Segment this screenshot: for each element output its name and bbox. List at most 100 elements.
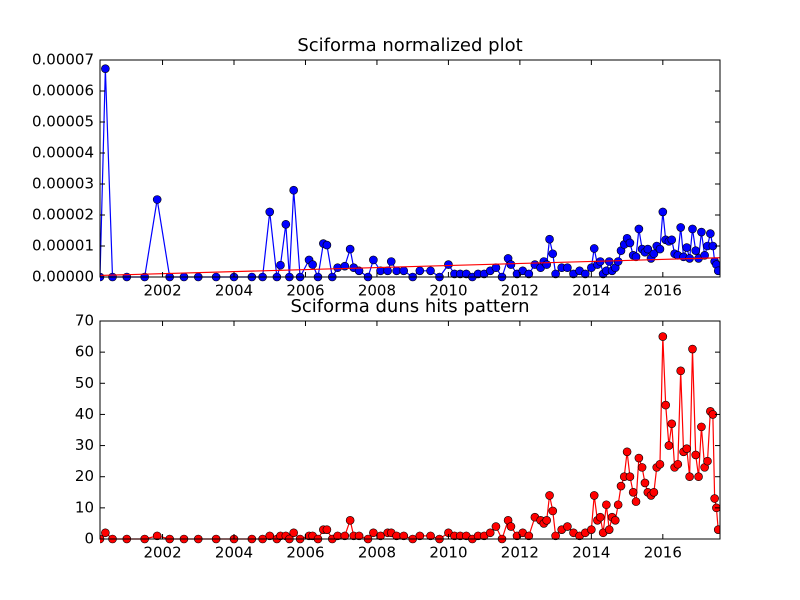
series-line <box>100 336 719 541</box>
data-point <box>664 441 674 450</box>
data-point <box>697 422 706 432</box>
data-point <box>682 444 692 453</box>
data-point <box>649 487 659 497</box>
chart-title: Sciforma normalized plot <box>297 35 522 56</box>
data-point <box>289 185 298 195</box>
x-tick-label: 2006 <box>286 282 324 300</box>
data-point <box>399 531 409 541</box>
data-point <box>580 269 590 279</box>
x-tick-label: 2016 <box>644 544 682 562</box>
plot-area <box>100 64 720 282</box>
data-point <box>673 459 683 469</box>
y-tick-label: 50 <box>75 374 94 392</box>
data-point <box>691 450 701 460</box>
data-point <box>322 525 332 534</box>
data-point <box>386 257 396 266</box>
data-point <box>345 516 355 525</box>
y-tick-label: 0.00004 <box>32 144 94 162</box>
x-tick-label: 2008 <box>358 544 396 562</box>
data-point <box>713 525 720 534</box>
y-tick-label: 10 <box>75 498 94 516</box>
data-point <box>491 263 501 273</box>
data-point <box>101 528 110 538</box>
data-point <box>444 260 453 269</box>
y-tick-label: 0.00001 <box>32 237 94 255</box>
data-point <box>710 494 719 503</box>
x-tick-label: 2004 <box>215 282 253 300</box>
data-point <box>613 500 623 510</box>
axes-frame <box>99 59 721 278</box>
data-point <box>697 227 706 237</box>
data-point <box>667 419 677 429</box>
data-point <box>688 224 697 234</box>
x-tick-label: 2014 <box>572 282 610 300</box>
data-point <box>658 207 668 217</box>
data-point <box>628 487 638 497</box>
data-point <box>691 246 701 255</box>
chart-title: Sciforma duns hits pattern <box>290 296 529 317</box>
data-point <box>265 207 275 217</box>
data-point <box>622 447 632 457</box>
data-point <box>634 224 644 234</box>
plot-area <box>100 332 720 544</box>
data-point <box>415 266 425 276</box>
data-point <box>542 516 551 525</box>
data-point <box>491 522 501 531</box>
data-point <box>485 528 495 538</box>
data-point <box>595 512 605 522</box>
data-point <box>631 252 641 262</box>
data-point <box>676 366 685 376</box>
data-point <box>333 263 342 273</box>
y-tick-label: 0.00007 <box>32 51 94 69</box>
data-point <box>589 244 599 253</box>
data-point <box>616 481 626 491</box>
data-point <box>640 478 650 488</box>
data-point <box>587 525 596 534</box>
data-point <box>703 456 712 466</box>
data-point <box>700 251 709 260</box>
x-tick-label: 2002 <box>143 544 181 562</box>
data-point <box>101 64 110 73</box>
data-point <box>426 266 435 276</box>
data-point <box>706 229 715 238</box>
y-tick-label: 70 <box>75 312 94 330</box>
data-point <box>383 266 392 276</box>
x-tick-label: 2010 <box>429 544 467 562</box>
data-point <box>563 263 572 273</box>
data-point <box>369 528 378 538</box>
y-tick-label: 40 <box>75 405 94 423</box>
data-point <box>637 463 647 472</box>
data-point <box>713 266 720 276</box>
y-tick-label: 0.00000 <box>32 268 94 286</box>
data-point <box>340 531 350 541</box>
data-point <box>322 240 332 250</box>
x-tick-label: 2012 <box>501 544 539 562</box>
data-point <box>369 255 378 265</box>
data-point <box>625 238 635 248</box>
x-tick-label: 2016 <box>644 282 682 300</box>
y-tick-label: 60 <box>75 343 94 361</box>
data-point <box>265 531 275 541</box>
data-point <box>415 531 425 541</box>
data-point <box>276 260 285 270</box>
y-tick-label: 0.00005 <box>32 113 94 131</box>
x-tick-label: 2006 <box>286 544 324 562</box>
y-tick-label: 20 <box>75 467 94 485</box>
data-point <box>589 491 599 500</box>
y-tick-label: 0.00003 <box>32 175 94 193</box>
data-point <box>551 531 560 541</box>
data-point <box>688 344 697 354</box>
data-point <box>354 266 364 276</box>
data-point <box>655 459 665 469</box>
data-point <box>548 249 558 259</box>
data-point <box>643 244 653 254</box>
data-point <box>625 472 635 482</box>
x-tick-label: 2010 <box>429 282 467 300</box>
data-point <box>658 332 668 341</box>
y-tick-label: 0.00002 <box>32 206 94 224</box>
data-point <box>392 266 401 276</box>
data-point <box>524 269 534 279</box>
data-point <box>563 522 572 531</box>
